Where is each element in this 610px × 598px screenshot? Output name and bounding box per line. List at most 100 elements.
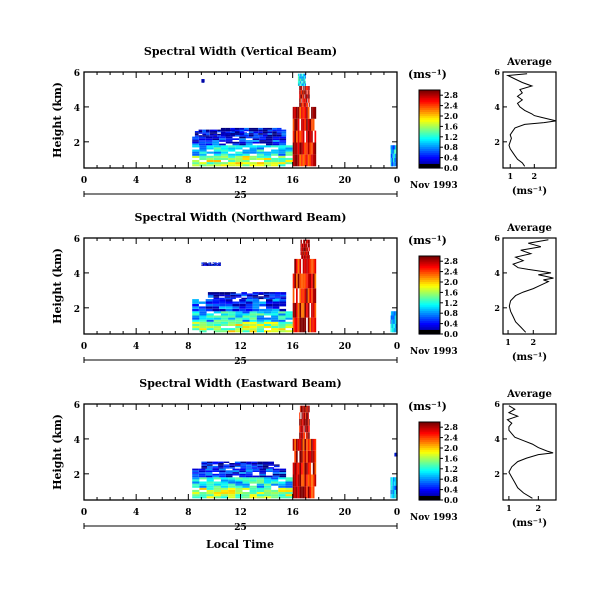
heatmap-cell bbox=[213, 151, 221, 154]
heatmap-cell bbox=[266, 308, 273, 312]
heatmap-cell bbox=[192, 323, 200, 326]
heatmap-cell bbox=[299, 81, 300, 84]
heatmap-cell bbox=[239, 299, 246, 302]
heatmap-cell bbox=[292, 474, 295, 487]
heatmap-cell bbox=[206, 313, 214, 316]
heatmap-cell bbox=[394, 319, 395, 324]
heatmap-cell bbox=[245, 136, 253, 139]
heatmap-cell bbox=[392, 494, 394, 499]
heatmap-cell bbox=[390, 494, 392, 499]
heatmap-cell bbox=[269, 296, 275, 298]
heatmap-cell bbox=[229, 464, 235, 466]
heatmap-cell bbox=[304, 81, 305, 84]
heatmap-cell bbox=[264, 311, 272, 314]
heatmap-cell bbox=[253, 127, 259, 130]
heatmap-cell bbox=[299, 98, 300, 103]
heatmap-cells bbox=[192, 73, 398, 167]
heatmap-cell bbox=[239, 134, 245, 137]
average-profile-line bbox=[506, 405, 554, 499]
heatmap-cell bbox=[220, 479, 229, 482]
heatmap-cell bbox=[300, 247, 302, 252]
heatmap-cell bbox=[395, 494, 397, 499]
heatmap-cell bbox=[271, 496, 279, 499]
heatmap-cell bbox=[278, 477, 286, 480]
heatmap-cell bbox=[302, 432, 304, 439]
heatmap-cell bbox=[218, 264, 220, 266]
heatmap-cell bbox=[232, 306, 240, 309]
heatmap-cell bbox=[228, 157, 236, 160]
colorbar-segment bbox=[419, 474, 440, 478]
heatmap-cell bbox=[212, 467, 219, 469]
heatmap-cell bbox=[228, 492, 236, 495]
heatmap-cell bbox=[199, 330, 207, 333]
heatmap-cell bbox=[202, 135, 206, 137]
heatmap-cell bbox=[285, 313, 293, 316]
heatmap-cell bbox=[230, 292, 236, 294]
heatmap-cell bbox=[302, 474, 305, 487]
heatmap-cell bbox=[228, 145, 236, 148]
heatmap-cell bbox=[207, 292, 214, 294]
colorbar-segment bbox=[419, 447, 440, 450]
heatmap-cell bbox=[230, 296, 236, 298]
heatmap-cell bbox=[225, 136, 233, 139]
heatmap-cell bbox=[258, 127, 263, 130]
heatmap-cell bbox=[309, 255, 310, 259]
heatmap-cell bbox=[272, 129, 277, 132]
heatmap-cell bbox=[235, 132, 240, 134]
heatmap-cell bbox=[199, 473, 206, 476]
heatmap-cell bbox=[308, 239, 310, 244]
heatmap-cell bbox=[314, 438, 317, 451]
heatmap-cell bbox=[299, 412, 300, 419]
heatmap-cell bbox=[393, 328, 395, 333]
heatmap-cell bbox=[242, 328, 250, 331]
heatmap-cell bbox=[248, 133, 254, 135]
heatmap-cell bbox=[252, 141, 260, 144]
heatmap-cell bbox=[392, 149, 394, 154]
heatmap-cell bbox=[272, 308, 280, 312]
heatmap-cell bbox=[234, 127, 240, 130]
heatmap-cell bbox=[242, 479, 250, 482]
colorbar-segment bbox=[419, 300, 440, 304]
heatmap-cell bbox=[225, 134, 231, 137]
heatmap-cell bbox=[206, 151, 214, 154]
heatmap-cell bbox=[302, 86, 304, 91]
heatmap-cell bbox=[307, 90, 309, 95]
heatmap-cell bbox=[258, 292, 264, 294]
heatmap-cell bbox=[212, 264, 214, 266]
heatmap-cell bbox=[249, 494, 257, 497]
heatmap-cell bbox=[232, 468, 240, 471]
heatmap-cell bbox=[299, 90, 301, 95]
heatmap-cell bbox=[256, 149, 264, 152]
colorbar-segment bbox=[419, 261, 440, 265]
heatmap-cell bbox=[271, 481, 279, 484]
heatmap-cell bbox=[225, 131, 231, 133]
heatmap-cell bbox=[259, 304, 266, 307]
colorbar-segment bbox=[419, 431, 440, 435]
heatmap-cell bbox=[297, 302, 300, 318]
heatmap-cell bbox=[302, 450, 305, 463]
colorbar-segment bbox=[419, 490, 440, 493]
y-tick-label: 2 bbox=[74, 305, 80, 315]
heatmap-cell bbox=[240, 467, 247, 469]
heatmap-cell bbox=[392, 153, 394, 158]
x-tick-label: 20 bbox=[339, 342, 352, 352]
heatmap-cell bbox=[208, 263, 210, 264]
heatmap-cell bbox=[297, 76, 299, 79]
heatmap-cell bbox=[217, 135, 221, 137]
heatmap-cell bbox=[264, 164, 272, 167]
heatmap-cell bbox=[302, 98, 304, 103]
heatmap-cell bbox=[242, 330, 250, 333]
heatmap-cell bbox=[299, 86, 301, 91]
average-y-tick-label: 6 bbox=[494, 399, 500, 409]
heatmap-cell bbox=[206, 319, 214, 322]
heatmap-cell bbox=[302, 78, 304, 81]
heatmap-cell bbox=[262, 127, 268, 130]
heatmap-cell bbox=[308, 86, 309, 91]
average-y-tick-label: 2 bbox=[494, 137, 500, 147]
heatmap-cell bbox=[264, 496, 272, 499]
colorbar-segment bbox=[419, 318, 440, 321]
heatmap-cell bbox=[271, 494, 279, 497]
heatmap-cell bbox=[262, 134, 268, 137]
heatmap-cell bbox=[230, 131, 235, 133]
heatmap-cell bbox=[304, 474, 307, 487]
